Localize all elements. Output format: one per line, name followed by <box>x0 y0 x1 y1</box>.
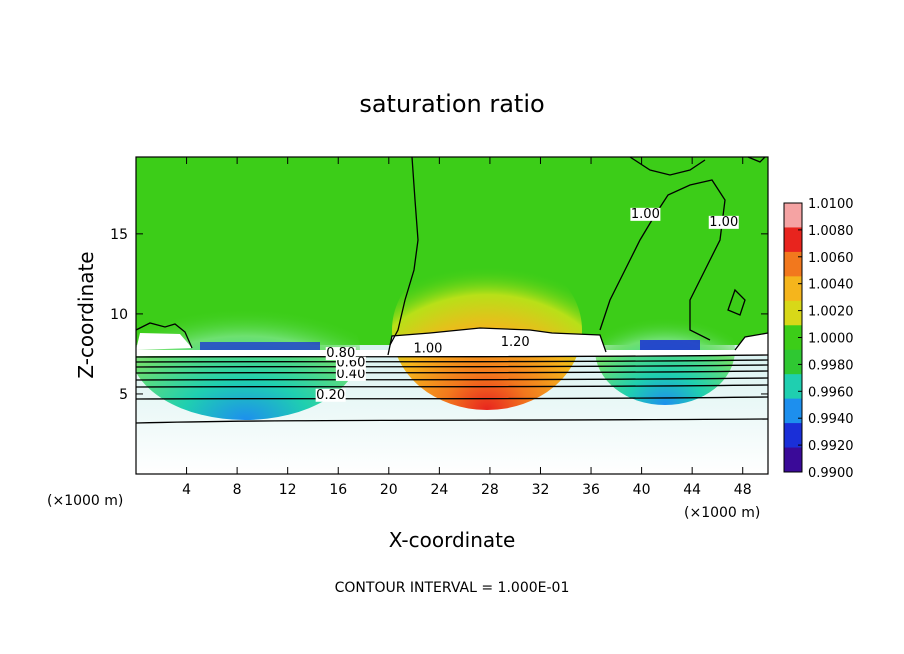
contour-line <box>629 156 706 176</box>
x-tick-label: 32 <box>532 482 550 498</box>
y-tick-label: 10 <box>110 307 128 323</box>
x-tick-label: 48 <box>734 482 752 498</box>
colorbar-label: 0.9940 <box>808 412 854 427</box>
contour-line <box>727 288 746 316</box>
colorbar-swatch <box>784 374 802 400</box>
contour-label: 0.80 <box>326 346 355 361</box>
colorbar-swatch <box>784 251 802 277</box>
colorbar-label: 0.9980 <box>808 358 854 373</box>
contour-line <box>135 384 769 388</box>
white-cloud-left <box>136 333 192 350</box>
contour-label-bg <box>315 388 346 402</box>
contour-line <box>389 156 419 346</box>
contour-line <box>135 322 193 349</box>
x-tick-label: 20 <box>380 482 398 498</box>
colorbar-label: 1.0000 <box>808 332 854 347</box>
plot-border <box>135 156 769 475</box>
colorbar-label: 1.0040 <box>808 278 854 293</box>
colorbar-label: 0.9920 <box>808 439 854 454</box>
y-axis: 5 10 15 <box>110 227 768 403</box>
colorbar: 1.0100 1.0080 1.0060 1.0040 1.0020 1.0000 0.99… <box>783 197 854 481</box>
x-tick-label: 24 <box>430 482 448 498</box>
chart-title: saturation ratio <box>359 90 544 118</box>
colorbar-label: 1.0080 <box>808 224 854 239</box>
colorbar-swatch <box>784 325 802 351</box>
y-tick-label: 5 <box>119 387 128 403</box>
colorbar-label: 1.0020 <box>808 305 854 320</box>
contour-label: 0.40 <box>336 367 365 382</box>
contour-label: 1.20 <box>501 335 530 350</box>
contour-label: 0.20 <box>316 388 345 403</box>
x-unit-left: (×1000 m) <box>47 493 123 509</box>
colorbar-swatch <box>784 203 802 228</box>
colorbar-swatch <box>784 227 802 253</box>
contour-line <box>734 332 769 351</box>
x-tick-label: 40 <box>633 482 651 498</box>
contour-label-bg <box>708 215 739 229</box>
contour-label-bg <box>325 347 356 361</box>
colorbar-label: 0.9960 <box>808 385 854 400</box>
contour-line <box>135 364 769 368</box>
colorbar-label: 1.0060 <box>808 251 854 266</box>
x-axis: 4 8 12 16 20 24 28 32 36 40 44 48 <box>182 157 752 498</box>
colorbar-swatch <box>784 423 802 449</box>
contour-label-bg <box>630 207 661 221</box>
contour-label: 1.00 <box>414 341 443 356</box>
x-tick-label: 12 <box>279 482 297 498</box>
contour-line <box>135 377 769 381</box>
contour-line <box>135 370 769 374</box>
contour-label: 1.00 <box>709 215 738 230</box>
contour-line <box>135 354 769 358</box>
colorbar-swatch <box>784 276 802 302</box>
colorbar-swatch <box>784 447 802 473</box>
y-axis-title: Z-coordinate <box>74 251 98 378</box>
contour-label: 1.00 <box>631 207 660 222</box>
y-tick-label: 15 <box>110 227 128 243</box>
contour-line <box>135 359 769 363</box>
x-tick-label: 4 <box>182 482 191 498</box>
x-tick-label: 28 <box>481 482 499 498</box>
x-tick-label: 8 <box>233 482 242 498</box>
colorbar-swatch <box>784 398 802 424</box>
plot-area <box>136 157 768 474</box>
x-tick-label: 36 <box>582 482 600 498</box>
contour-line <box>599 179 726 341</box>
contour-line <box>387 327 607 356</box>
colorbar-swatch <box>784 349 802 375</box>
contour-line <box>135 418 769 424</box>
contour-labels: 0.200.400.600.80 1.00 1.201.001.00 <box>315 207 739 403</box>
blue-strip-left <box>200 342 320 352</box>
contour-label-bg <box>335 367 366 381</box>
blue-strip-right <box>640 340 700 352</box>
contour-line <box>135 396 769 400</box>
contour-interval-note: CONTOUR INTERVAL = 1.000E-01 <box>335 580 570 596</box>
x-axis-title: X-coordinate <box>389 528 516 552</box>
colorbar-swatch <box>784 300 802 326</box>
colorbar-label: 0.9900 <box>808 466 854 481</box>
x-unit-right: (×1000 m) <box>684 505 760 521</box>
contour-label-bg <box>412 342 443 356</box>
contour-line <box>747 156 766 163</box>
x-tick-label: 16 <box>329 482 347 498</box>
contour-lines <box>135 156 769 424</box>
x-tick-label: 44 <box>683 482 701 498</box>
white-cloud-right <box>735 333 768 352</box>
contour-label-bg <box>500 335 531 349</box>
colorbar-label: 1.0100 <box>808 197 854 212</box>
